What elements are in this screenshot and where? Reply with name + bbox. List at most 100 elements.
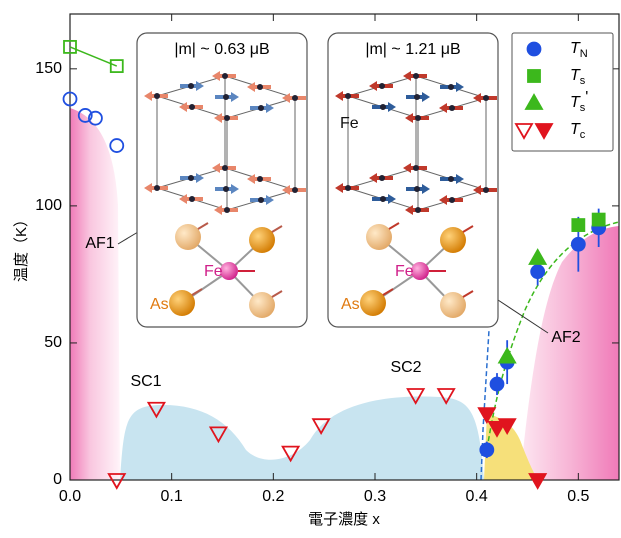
spin-arrow-head <box>403 163 411 173</box>
annotation: AF2 <box>551 329 580 346</box>
point <box>477 407 497 425</box>
point <box>107 473 127 490</box>
legend-label-part: c <box>580 129 586 141</box>
sc-region <box>120 396 484 480</box>
plot-frame <box>69 13 620 481</box>
spin-arrow-head <box>282 93 290 103</box>
fe-atom <box>220 262 238 280</box>
spin-arrow-head <box>144 183 152 193</box>
legend-marker <box>534 123 554 140</box>
point <box>281 445 301 463</box>
point <box>530 264 546 280</box>
x-axis-label: 電子濃度 x <box>308 511 380 528</box>
fe-atom <box>189 196 195 202</box>
spin-arrow-head <box>388 102 396 112</box>
fe-atom <box>222 165 228 171</box>
point <box>571 218 586 232</box>
legend-marker <box>527 69 541 83</box>
fe-atom <box>415 115 421 121</box>
fe-atom <box>413 165 419 171</box>
moment-arrow <box>388 222 400 230</box>
as-atom <box>249 227 275 253</box>
point <box>497 346 517 364</box>
fe-atom <box>380 104 386 110</box>
legend-box <box>511 32 614 152</box>
fe-atom <box>449 197 455 203</box>
x-tick-label: 0.1 <box>161 488 183 505</box>
y-tick-label: 100 <box>35 197 62 214</box>
spin-arrow-head <box>473 185 481 195</box>
point <box>63 39 77 54</box>
spin-arrow-head <box>405 113 413 123</box>
spin-arrow-head <box>456 174 464 184</box>
fe-atom <box>258 105 264 111</box>
spin-arrow-head <box>456 82 464 92</box>
fe-atom <box>154 185 160 191</box>
fe-atom <box>223 186 229 192</box>
y-tick-label: 0 <box>53 471 62 488</box>
point <box>406 388 426 405</box>
x-tick-label: 0.0 <box>59 488 81 505</box>
point <box>497 418 517 435</box>
connect-line <box>69 46 118 67</box>
inset-label: |m| ~ 1.21 μB <box>365 41 460 58</box>
moment-arrow <box>462 225 474 233</box>
point <box>489 376 505 392</box>
atom-label: Fe <box>204 263 223 280</box>
point <box>591 212 606 227</box>
y-tick-label: 150 <box>35 60 62 77</box>
fe-atom <box>483 187 489 193</box>
as-atom <box>440 227 466 253</box>
inset-label: |m| ~ 0.63 μB <box>174 41 269 58</box>
annotation: SC2 <box>390 359 421 376</box>
legend-label: Ts <box>570 67 586 87</box>
legend-marker <box>524 93 544 110</box>
fe-atom <box>414 186 420 192</box>
leader-line <box>117 231 139 245</box>
moment-arrow <box>382 288 394 296</box>
annotation: SC1 <box>130 373 161 390</box>
spin-arrow-head <box>212 71 220 81</box>
fe-atom <box>154 93 160 99</box>
spin-arrow-head <box>247 174 255 184</box>
point <box>487 421 507 438</box>
fe-atom <box>448 84 454 90</box>
x-tick-label: 0.2 <box>262 488 284 505</box>
point <box>528 473 548 490</box>
fe-atom <box>413 73 419 79</box>
fe-atom <box>189 104 195 110</box>
point <box>109 59 124 73</box>
atom-label: As <box>150 296 169 313</box>
moment-arrow <box>271 225 283 233</box>
legend-label-part: s <box>580 102 586 114</box>
atom-label: Fe <box>395 263 414 280</box>
fe-atom <box>223 94 229 100</box>
point <box>146 401 166 419</box>
point <box>109 138 125 153</box>
fe-atom <box>414 94 420 100</box>
legend-label-part: T <box>570 67 581 84</box>
af1-region <box>70 108 120 480</box>
as-atom <box>175 224 201 250</box>
fe-atom <box>188 175 194 181</box>
fe-atom <box>257 84 263 90</box>
spin-arrow-head <box>179 194 187 204</box>
spin-arrow-head <box>179 102 187 112</box>
fe-atom <box>345 185 351 191</box>
spin-arrow-head <box>473 93 481 103</box>
spin-arrow-head <box>422 92 430 102</box>
y-tick-label: 50 <box>44 334 62 351</box>
spin-arrow-head <box>335 91 343 101</box>
point <box>77 108 93 123</box>
fe-atom <box>411 262 429 280</box>
fe-atom <box>483 95 489 101</box>
spin-arrow-head <box>214 113 222 123</box>
fe-atom <box>345 93 351 99</box>
y-axis-label: 温度（K） <box>13 212 30 282</box>
moment-arrow <box>191 288 203 296</box>
phase-regions <box>70 108 620 481</box>
spin-arrow-head <box>403 71 411 81</box>
x-tick-label: 0.3 <box>364 488 386 505</box>
moment-arrow <box>271 290 283 298</box>
legend-label-part: N <box>580 48 588 60</box>
